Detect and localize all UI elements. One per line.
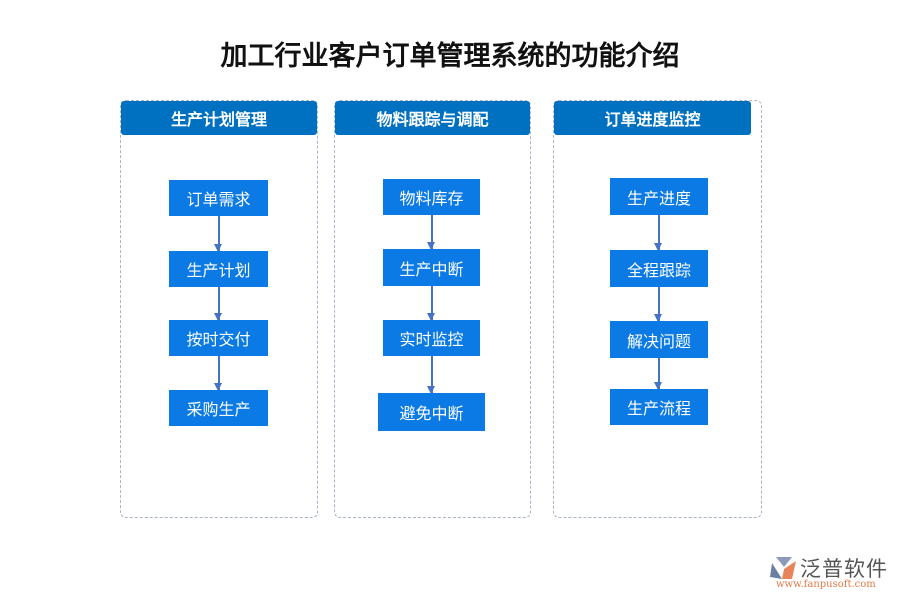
arrow-icon [428, 215, 434, 250]
column-header-2: 物料跟踪与调配 [335, 101, 530, 135]
column-frame-3 [553, 100, 762, 518]
column-header-3: 订单进度监控 [554, 101, 751, 135]
arrow-icon [428, 286, 434, 321]
flow-node: 避免中断 [378, 393, 485, 431]
flow-node: 全程跟踪 [610, 250, 708, 287]
flow-node: 生产进度 [610, 178, 708, 215]
flow-node: 采购生产 [169, 390, 268, 426]
flow-node: 实时监控 [383, 320, 480, 356]
column-frame-2 [334, 100, 531, 518]
page-title: 加工行业客户订单管理系统的功能介绍 [220, 41, 680, 72]
fanpu-logo: 泛普软件 www.fanpusoft.com [768, 553, 893, 593]
flow-node: 按时交付 [169, 320, 268, 356]
arrow-icon [215, 216, 221, 252]
arrow-icon [655, 358, 661, 390]
column-frame-1 [120, 100, 318, 518]
flow-node: 生产中断 [383, 249, 480, 286]
arrow-icon [428, 356, 434, 394]
flow-node: 生产计划 [169, 251, 268, 287]
arrow-icon [655, 215, 661, 251]
flow-node: 订单需求 [169, 180, 268, 216]
arrow-icon [215, 287, 221, 321]
flow-node: 物料库存 [383, 179, 480, 215]
column-header-1: 生产计划管理 [121, 101, 317, 135]
arrow-icon [215, 356, 221, 391]
flow-node: 生产流程 [610, 389, 708, 425]
logo-url: www.fanpusoft.com [776, 579, 876, 590]
flow-node: 解决问题 [610, 321, 708, 358]
logo-mark-icon [770, 557, 796, 579]
logo-name: 泛普软件 [800, 557, 888, 581]
arrow-icon [655, 287, 661, 322]
